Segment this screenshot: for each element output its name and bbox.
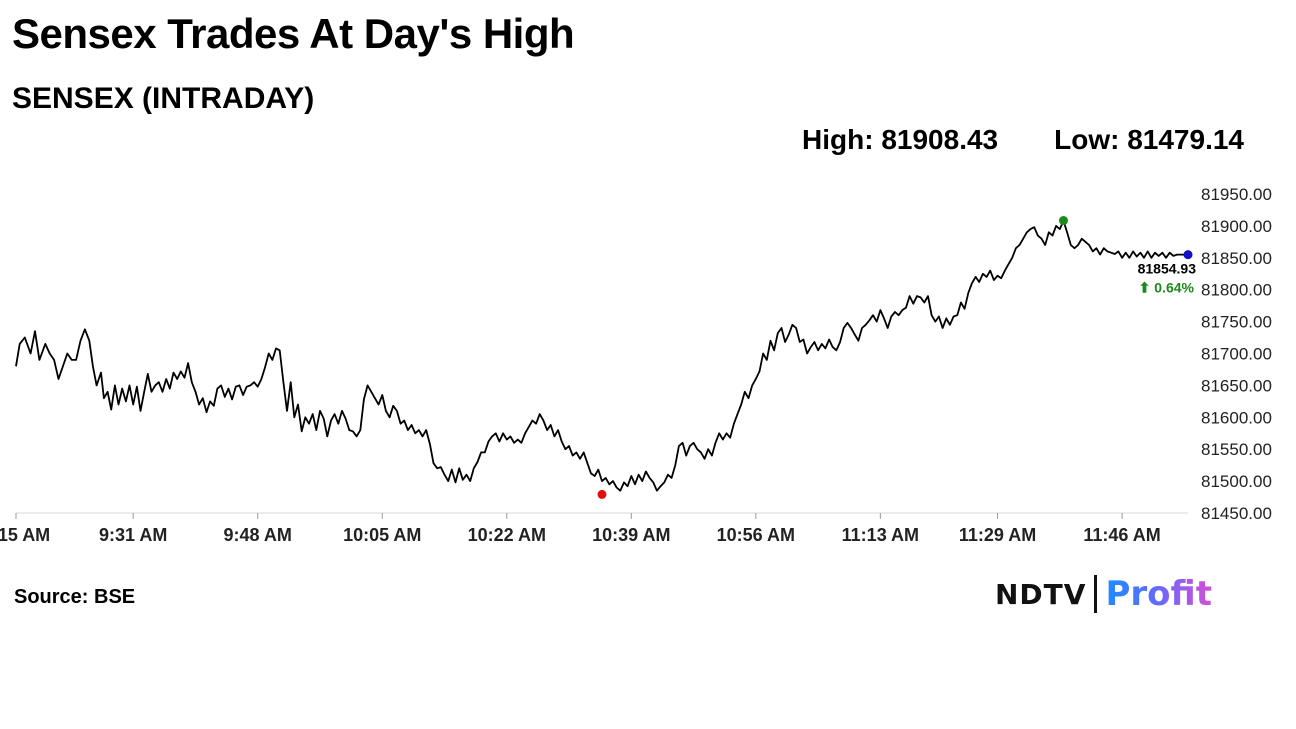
y-tick-label: 81750.00 xyxy=(1201,313,1272,332)
y-tick-label: 81900.00 xyxy=(1201,217,1272,236)
y-tick-label: 81500.00 xyxy=(1201,472,1272,491)
logo-divider xyxy=(1094,575,1098,613)
last-point-marker xyxy=(1183,250,1193,260)
logo-ndtv-text: NDTV xyxy=(995,577,1087,611)
y-tick-label: 81800.00 xyxy=(1201,281,1272,300)
x-tick-label: 10:05 AM xyxy=(343,525,421,545)
x-tick-label: 11:29 AM xyxy=(959,525,1036,545)
x-tick-label: 10:39 AM xyxy=(592,525,670,545)
ndtv-profit-logo: NDTV Profit xyxy=(995,572,1212,616)
y-tick-label: 81950.00 xyxy=(1201,185,1272,204)
chart-subtitle: SENSEX (INTRADAY) xyxy=(12,82,315,115)
x-tick-label: 11:13 AM xyxy=(842,525,919,545)
low-point-marker xyxy=(597,489,607,499)
high-low-stats: High: 81908.43 Low: 81479.14 xyxy=(802,124,1244,156)
y-tick-label: 81700.00 xyxy=(1201,345,1272,364)
source-note: Source: BSE xyxy=(14,586,136,608)
x-tick-label: 9:48 AM xyxy=(224,525,292,545)
headline: Sensex Trades At Day's High xyxy=(12,10,575,57)
high-point-marker xyxy=(1058,216,1068,226)
x-tick-label: 9:15 AM xyxy=(0,525,50,545)
change-percent-label: ⬆ 0.64% xyxy=(1139,280,1195,296)
x-tick-label: 9:31 AM xyxy=(99,525,167,545)
y-tick-label: 81600.00 xyxy=(1201,408,1272,427)
y-tick-label: 81850.00 xyxy=(1201,249,1272,268)
low-value: Low: 81479.14 xyxy=(1054,124,1244,155)
y-tick-label: 81650.00 xyxy=(1201,376,1272,395)
logo-profit-text: Profit xyxy=(1105,574,1212,614)
high-value: High: 81908.43 xyxy=(802,124,999,155)
x-tick-label: 11:46 AM xyxy=(1083,525,1160,545)
y-tick-label: 81450.00 xyxy=(1201,504,1272,523)
x-tick-label: 10:56 AM xyxy=(717,525,795,545)
x-tick-label: 10:22 AM xyxy=(468,525,546,545)
sensex-series-line xyxy=(15,219,1189,492)
y-tick-label: 81550.00 xyxy=(1201,440,1272,459)
last-value-label: 81854.93 xyxy=(1138,261,1197,277)
intraday-line-chart: 81950.00 81900.00 81850.00 81800.00 81750.00… xyxy=(0,185,1272,545)
